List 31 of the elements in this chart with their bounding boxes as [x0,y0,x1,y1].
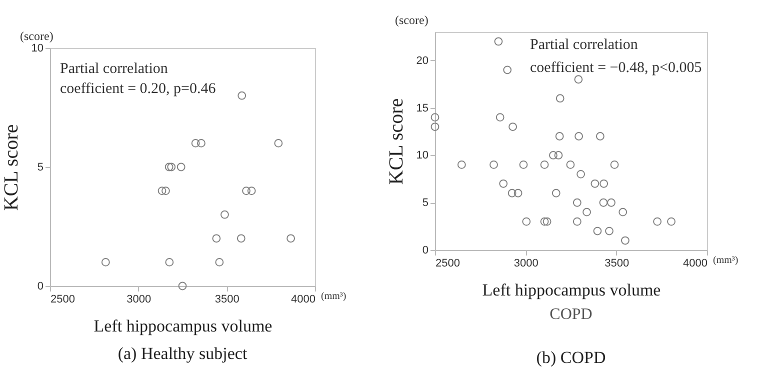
x-tick-label: 4000 [291,294,316,306]
y-tick-label: 0 [37,280,44,292]
annotation: coefficient = 0.20, p=0.46 [60,81,216,97]
y-tick-label: 10 [416,150,428,162]
y-axis-title: KCL score [385,98,408,185]
y-tick-label: 5 [37,162,44,174]
text: (b) COPD [536,348,606,367]
text: COPD [550,306,592,323]
x-tick-label: 3000 [514,258,538,270]
annotation: coefficient = −0.48, p<0.005 [530,60,702,76]
y-tick-label: 15 [416,102,428,114]
y-tick-label: 10 [31,42,44,54]
text: (mm³) [713,255,738,266]
x-axis-title: Left hippocampus volume [482,280,661,300]
x-tick-label: 3000 [126,294,152,306]
x-tick-label: 2500 [436,258,460,270]
y-tick-label: 0 [422,244,428,256]
y-axis-title: KCL score [0,124,22,211]
x-tick-label: 4000 [683,258,708,270]
text: (score) [395,13,428,27]
y-tick-label: 20 [416,54,428,67]
text: (mm³) [321,291,346,302]
annotation: Partial correlation [60,61,168,77]
text: (a) Healthy subject [118,344,248,363]
x-tick-label: 3500 [214,294,240,306]
annotation: Partial correlation [530,37,638,53]
x-axis-title: Left hippocampus volume [94,316,272,336]
text: (score) [20,29,54,43]
x-tick-label: 3500 [604,258,630,270]
y-tick-label: 5 [422,197,428,210]
x-tick-label: 2500 [50,294,75,306]
